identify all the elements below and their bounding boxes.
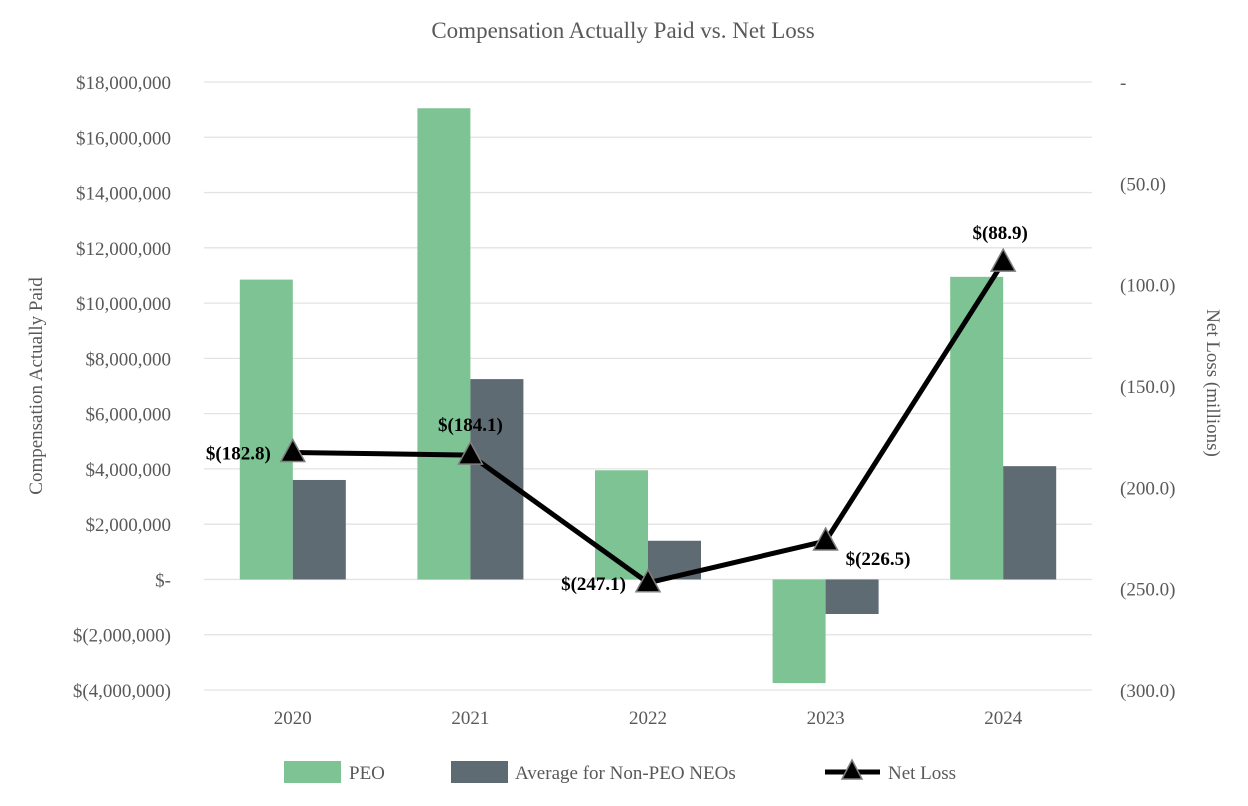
y-axis-title: Compensation Actually Paid [26,277,47,495]
net-loss-data-label: $(182.8) [206,443,271,464]
net-loss-data-label: $(184.1) [438,415,503,436]
net-loss-data-label: $(226.5) [846,549,911,570]
y2-tick-label: - [1120,73,1126,94]
y-tick-label: $- [155,570,171,591]
y-tick-label: $(2,000,000) [73,626,171,647]
y-tick-label: $18,000,000 [76,73,171,94]
y-tick-label: $10,000,000 [76,294,171,315]
net-loss-marker [989,247,1017,272]
y-tick-label: $2,000,000 [86,515,172,536]
net-loss-data-label: $(247.1) [561,574,626,595]
x-tick-label: 2023 [807,708,845,729]
net-loss-data-label: $(88.9) [972,223,1027,244]
bar-peo [950,276,1004,580]
legend-label-net-loss: Net Loss [888,763,956,784]
legend: PEO Average for Non-PEO NEOs Net Loss [284,758,956,784]
x-tick-label: 2022 [629,708,667,729]
net-loss-marker [457,440,484,465]
net-loss-marker [812,526,839,551]
y-tick-label: $4,000,000 [86,460,172,481]
y2-tick-label: (200.0) [1120,478,1175,499]
y-tick-label: $14,000,000 [76,184,171,205]
bars [239,108,1057,684]
net-loss-line-group [279,247,1017,593]
legend-swatch-non-peo [451,761,508,783]
bar-non-peo [825,579,879,614]
y-tick-label: $6,000,000 [86,405,172,426]
legend-label-peo: PEO [349,763,385,784]
bar-peo [239,279,293,580]
y2-tick-label: (250.0) [1120,580,1175,601]
y2-tick-label: (300.0) [1120,681,1175,702]
left-axis-ticks: $18,000,000 $16,000,000 $14,000,000 $12,000… [73,73,171,702]
bar-peo [417,108,471,580]
legend-label-non-peo: Average for Non-PEO NEOs [515,763,736,784]
chart-title: Compensation Actually Paid vs. Net Loss [431,18,814,43]
y2-tick-label: (50.0) [1120,174,1166,195]
y-tick-label: $12,000,000 [76,239,171,260]
x-tick-label: 2021 [451,708,489,729]
right-axis-ticks: - (50.0) (100.0) (150.0) (200.0) (250.0) (300.… [1120,73,1175,702]
y-tick-label: $(4,000,000) [73,681,171,702]
y-tick-label: $8,000,000 [86,349,172,370]
bar-non-peo [1003,466,1057,580]
x-tick-label: 2020 [274,708,312,729]
y-tick-label: $16,000,000 [76,128,171,149]
net-loss-marker [279,437,307,463]
bar-non-peo [292,479,346,580]
bar-peo [772,579,826,684]
net-loss-data-labels: $(182.8) $(184.1) $(247.1) $(226.5) $(88.9) [206,223,1028,595]
bar-non-peo [470,379,524,580]
legend-marker-net-loss [840,758,864,780]
net-loss-marker [634,568,662,593]
x-axis-ticks: 2020 2021 2022 2023 2024 [274,708,1023,729]
y2-tick-label: (100.0) [1120,276,1175,297]
legend-swatch-peo [284,761,341,783]
y2-tick-label: (150.0) [1120,377,1175,398]
y2-axis-title: Net Loss (millions) [1202,309,1223,457]
x-tick-label: 2024 [984,708,1023,729]
